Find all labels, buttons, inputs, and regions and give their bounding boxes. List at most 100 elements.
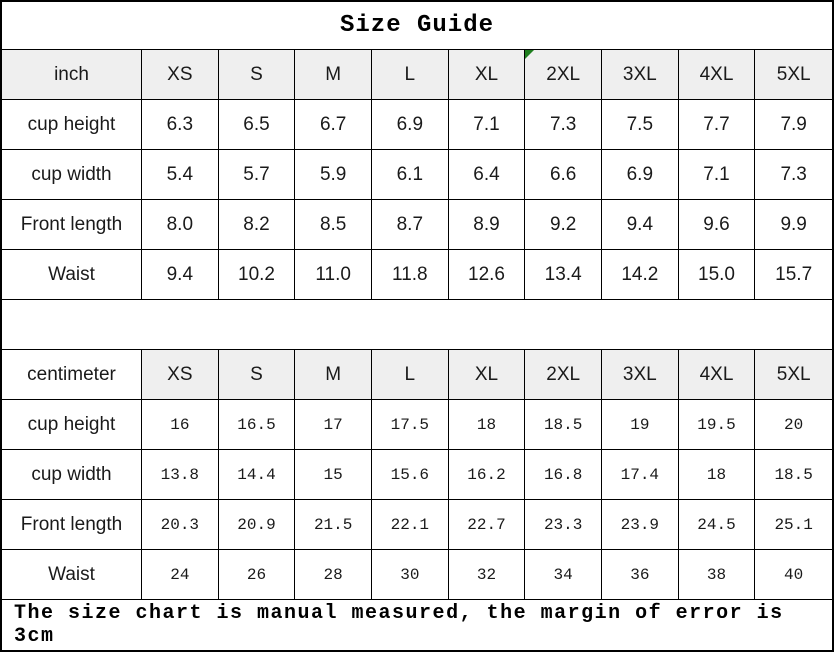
size-header-2xl: 2XL: [525, 350, 602, 399]
value-inch-front-length-5xl: 9.9: [780, 213, 807, 235]
value-centimeter-cup-width-xs: 13.8: [142, 450, 219, 499]
value-centimeter-front-length-5xl: 25.1: [774, 515, 813, 534]
value-centimeter-cup-height-2xl: 18.5: [525, 400, 602, 449]
value-inch-cup-width-4xl: 7.1: [679, 150, 756, 199]
size-header-xs: XS: [142, 350, 219, 399]
value-inch-cup-width-5xl: 7.3: [780, 163, 807, 185]
value-centimeter-waist-5xl: 40: [784, 565, 804, 584]
value-centimeter-cup-width-4xl: 18: [679, 450, 756, 499]
size-header-4xl: 4XL: [678, 50, 756, 99]
value-inch-waist-xs: 9.4: [142, 250, 219, 299]
value-inch-cup-width-xs: 5.4: [142, 150, 219, 199]
row-label-waist: Waist: [2, 550, 142, 599]
value-centimeter-waist-xs: 24: [142, 550, 219, 599]
value-centimeter-waist-m: 28: [295, 550, 372, 599]
value-centimeter-cup-width-2xl: 16.8: [525, 450, 602, 499]
value-centimeter-cup-width-m: 15: [295, 450, 372, 499]
value-centimeter-cup-width-5xl: 18.5: [774, 465, 813, 484]
size-header-s: S: [218, 50, 296, 99]
value-centimeter-cup-height-xs: 16: [142, 400, 219, 449]
value-inch-cup-height-4xl: 7.7: [679, 100, 756, 149]
value-centimeter-waist-xl: 32: [449, 550, 526, 599]
value-inch-front-length-xl: 8.9: [449, 200, 526, 249]
value-inch-cup-width-xl: 6.4: [449, 150, 526, 199]
value-centimeter-waist-s: 26: [219, 550, 296, 599]
size-header-m: M: [295, 350, 372, 399]
row-label-cup-height: cup height: [2, 100, 142, 149]
value-centimeter-cup-height-5xl: 20: [784, 415, 804, 434]
table-header-row-inch: inch XS S M L XL 2XL 3XL 4XL 5XL: [2, 50, 832, 100]
value-centimeter-front-length-l: 22.1: [372, 500, 449, 549]
value-inch-front-length-4xl: 9.6: [679, 200, 756, 249]
table-centimeter: centimeter XS S M L XL 2XL 3XL 4XL 5XL cup height 1…: [2, 350, 832, 600]
size-header-xl: XL: [448, 350, 526, 399]
table-row-cup-width-inch: cup width 5.4 5.7 5.9 6.1 6.4 6.6 6.9 7.1 7.3: [2, 150, 832, 200]
footer-note: The size chart is manual measured, the m…: [14, 602, 784, 648]
value-centimeter-cup-height-l: 17.5: [372, 400, 449, 449]
value-inch-front-length-s: 8.2: [219, 200, 296, 249]
value-inch-waist-xl: 12.6: [449, 250, 526, 299]
value-centimeter-front-length-s: 20.9: [219, 500, 296, 549]
table-row-front-length-centimeter: Front length 20.3 20.9 21.5 22.1 22.7 23.3 23.9…: [2, 500, 832, 550]
value-centimeter-cup-height-xl: 18: [449, 400, 526, 449]
value-inch-cup-width-2xl: 6.6: [525, 150, 602, 199]
size-header-s: S: [218, 350, 296, 399]
value-centimeter-waist-3xl: 36: [602, 550, 679, 599]
size-header-4xl: 4XL: [678, 350, 756, 399]
row-label-front-length: Front length: [2, 200, 142, 249]
value-centimeter-cup-width-3xl: 17.4: [602, 450, 679, 499]
size-header-3xl: 3XL: [601, 50, 679, 99]
spacer-row: [2, 300, 832, 350]
table-row-front-length-inch: Front length 8.0 8.2 8.5 8.7 8.9 9.2 9.4 9.6 9.9: [2, 200, 832, 250]
value-inch-cup-height-3xl: 7.5: [602, 100, 679, 149]
unit-label-inch: inch: [2, 50, 142, 99]
value-inch-cup-width-s: 5.7: [219, 150, 296, 199]
value-centimeter-front-length-4xl: 24.5: [679, 500, 756, 549]
size-header-m: M: [295, 50, 372, 99]
value-centimeter-cup-width-s: 14.4: [219, 450, 296, 499]
table-inch: inch XS S M L XL 2XL 3XL 4XL 5XL cup height 6.3 6.5 6…: [2, 50, 832, 300]
value-inch-cup-height-m: 6.7: [295, 100, 372, 149]
value-centimeter-cup-height-s: 16.5: [219, 400, 296, 449]
table-row-waist-inch: Waist 9.4 10.2 11.0 11.8 12.6 13.4 14.2 15.0 15.7: [2, 250, 832, 300]
value-inch-front-length-xs: 8.0: [142, 200, 219, 249]
value-inch-waist-2xl: 13.4: [525, 250, 602, 299]
value-centimeter-waist-2xl: 34: [525, 550, 602, 599]
value-centimeter-cup-height-m: 17: [295, 400, 372, 449]
value-inch-waist-s: 10.2: [219, 250, 296, 299]
size-header-5xl: 5XL: [755, 50, 832, 99]
table-row-waist-centimeter: Waist 24 26 28 30 32 34 36 38 40: [2, 550, 832, 600]
value-inch-cup-height-5xl: 7.9: [780, 113, 807, 135]
value-centimeter-waist-l: 30: [372, 550, 449, 599]
value-centimeter-front-length-2xl: 23.3: [525, 500, 602, 549]
value-inch-waist-5xl: 15.7: [775, 263, 813, 285]
row-label-cup-width: cup width: [2, 450, 142, 499]
value-inch-waist-m: 11.0: [295, 250, 372, 299]
unit-label-centimeter: centimeter: [2, 350, 142, 399]
value-centimeter-cup-height-4xl: 19.5: [679, 400, 756, 449]
title-row: Size Guide: [2, 2, 832, 50]
size-header-l: L: [371, 350, 449, 399]
value-inch-front-length-l: 8.7: [372, 200, 449, 249]
value-inch-cup-height-xl: 7.1: [449, 100, 526, 149]
row-label-cup-height: cup height: [2, 400, 142, 449]
cell-corner-marker: [525, 50, 535, 59]
table-row-cup-width-centimeter: cup width 13.8 14.4 15 15.6 16.2 16.8 17.4 18 18.…: [2, 450, 832, 500]
value-inch-cup-height-2xl: 7.3: [525, 100, 602, 149]
table-row-cup-height-centimeter: cup height 16 16.5 17 17.5 18 18.5 19 19.5 20: [2, 400, 832, 450]
value-inch-cup-width-3xl: 6.9: [602, 150, 679, 199]
value-inch-cup-width-l: 6.1: [372, 150, 449, 199]
size-header-2xl: 2XL: [525, 50, 602, 99]
value-inch-cup-width-m: 5.9: [295, 150, 372, 199]
value-centimeter-front-length-xs: 20.3: [142, 500, 219, 549]
value-centimeter-cup-width-l: 15.6: [372, 450, 449, 499]
value-centimeter-front-length-xl: 22.7: [449, 500, 526, 549]
value-inch-waist-4xl: 15.0: [679, 250, 756, 299]
value-centimeter-front-length-3xl: 23.9: [602, 500, 679, 549]
size-header-3xl: 3XL: [601, 350, 679, 399]
size-header-xs: XS: [142, 50, 219, 99]
row-label-waist: Waist: [2, 250, 142, 299]
value-inch-waist-3xl: 14.2: [602, 250, 679, 299]
size-header-l: L: [371, 50, 449, 99]
